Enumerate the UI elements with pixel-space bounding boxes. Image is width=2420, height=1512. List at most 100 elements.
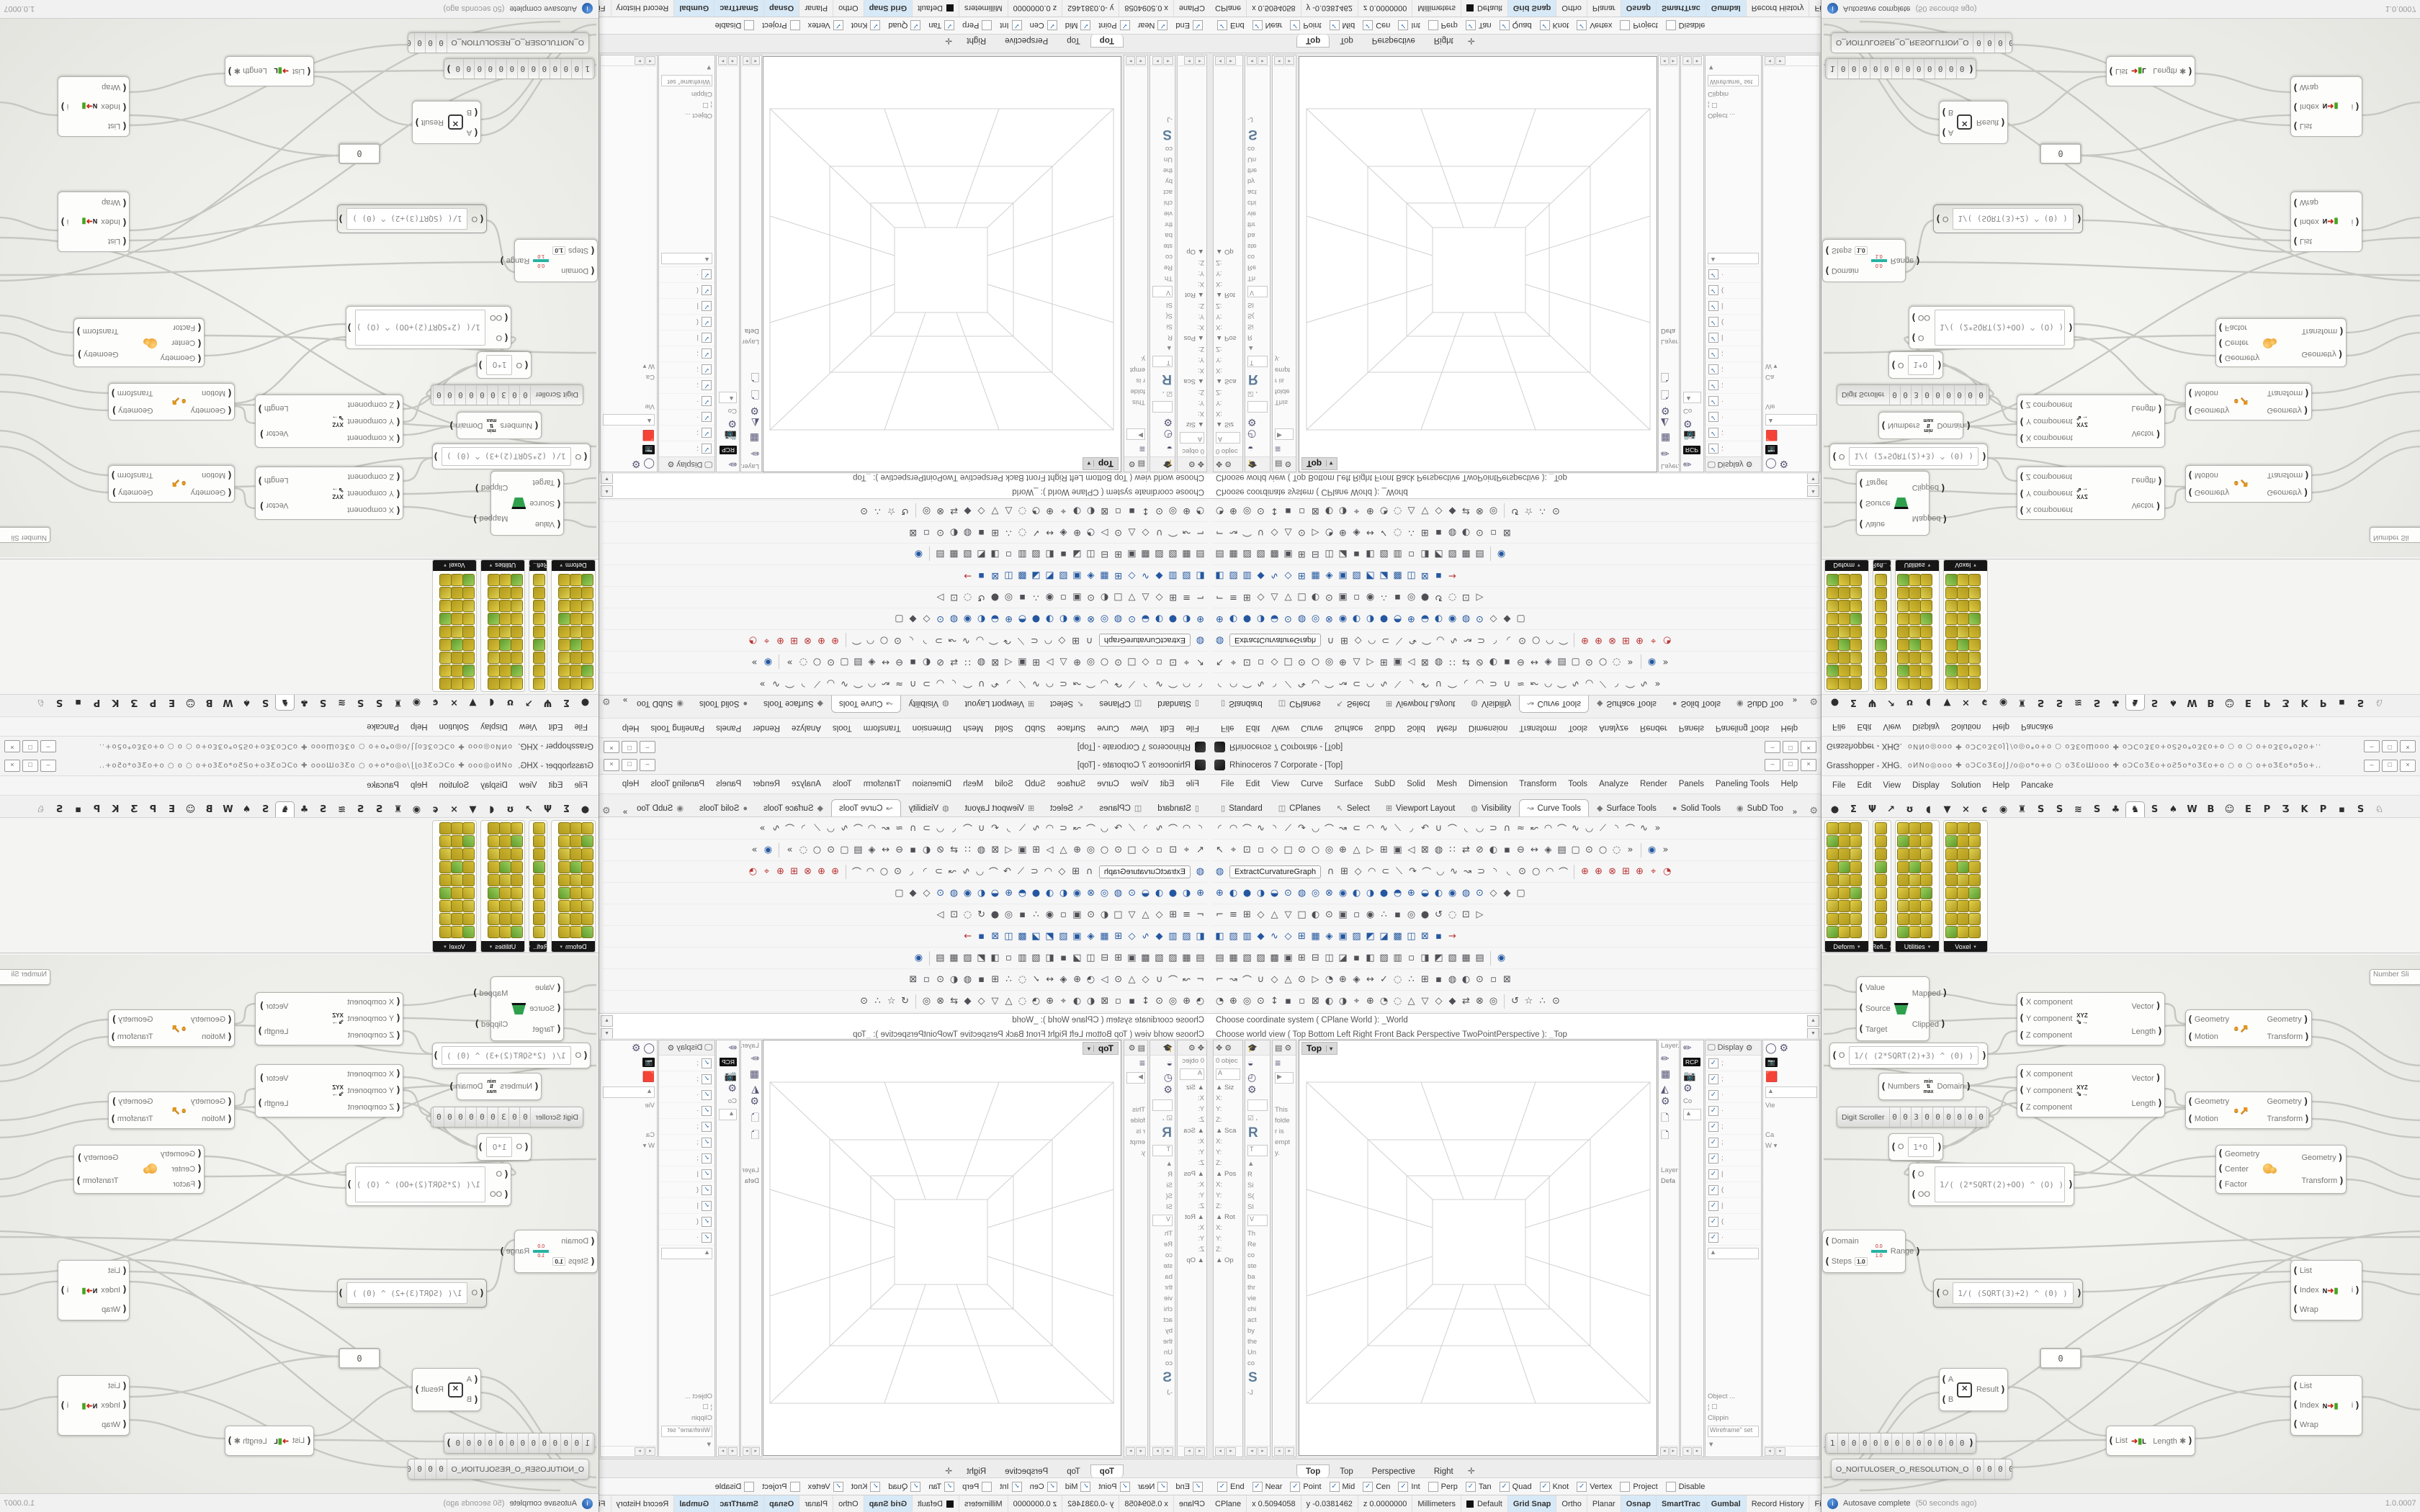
- display-panel-column[interactable]: 🖵 Display ⚙ ✓; ✓; ✓ · ✓ · ✓; ✓; ✓; ✓ | ✓(✓ | ✓(✓ · ▲ Object…: [1705, 1040, 1762, 1457]
- scroller-digit[interactable]: 0: [1859, 59, 1870, 78]
- output-port[interactable]: Transform): [76, 326, 119, 337]
- tool-icon[interactable]: ▤: [1475, 953, 1484, 963]
- input-port[interactable]: (Geometry: [191, 405, 233, 416]
- tool-icon[interactable]: ▫: [923, 974, 930, 985]
- gh-node-expression-mini[interactable]: (O 1*O): [1888, 1133, 1943, 1161]
- tool-icon[interactable]: ∿: [1257, 678, 1265, 689]
- tool-icon[interactable]: ◐: [977, 888, 986, 899]
- camera-panel-column[interactable]: ✏ RCP 📷 ⚙ Co ▲ ◂ ▸: [1680, 55, 1704, 472]
- more-tools-chevron[interactable]: »: [751, 657, 758, 667]
- osnap-checkbox-checked[interactable]: ✓: [1119, 1482, 1130, 1492]
- osnap-checkbox-unchecked[interactable]: [789, 1482, 800, 1492]
- tool-icon[interactable]: ◟: [1507, 866, 1511, 877]
- tool-icon[interactable]: ◠: [867, 678, 877, 689]
- input-port[interactable]: (X component: [347, 1068, 401, 1079]
- component-icon[interactable]: [581, 861, 593, 873]
- input-port[interactable]: (Wrap: [2293, 82, 2319, 93]
- toolbar-tab-solid-tools[interactable]: ● Solid Tools: [691, 696, 756, 712]
- gh-category-tab-26[interactable]: P: [2319, 697, 2327, 708]
- display-option-row[interactable]: ✓ ·: [1706, 1230, 1761, 1246]
- display-panel-column[interactable]: 🖵 Display ⚙ ✓; ✓; ✓ · ✓ · ✓; ✓; ✓; ✓ | ✓(✓ | ✓(✓ · ▲ Object…: [658, 55, 715, 472]
- tool-icon[interactable]: ◉: [1647, 657, 1657, 667]
- tool-icon[interactable]: ▪: [1129, 505, 1135, 516]
- gh-category-tab-3[interactable]: ↗: [1887, 804, 1895, 815]
- tool-icon[interactable]: ⟍: [1018, 678, 1026, 689]
- input-port[interactable]: (Factor: [161, 322, 202, 333]
- scroll-up-icon[interactable]: ▲: [1807, 1015, 1819, 1027]
- osnap-toggle-perp[interactable]: Perp: [962, 1482, 992, 1492]
- tool-icon[interactable]: ◑: [1366, 888, 1375, 899]
- gh-category-tab-27[interactable]: ▪: [75, 804, 81, 815]
- gh-category-tab-9[interactable]: ◉: [1999, 697, 2008, 708]
- component-icon[interactable]: [558, 926, 570, 938]
- tool-icon[interactable]: ▪: [1019, 909, 1026, 920]
- tool-icon[interactable]: ◌: [1393, 974, 1402, 985]
- gh-node-construct-domain[interactable]: (Numbers min ⇅ max Domain): [1878, 412, 1971, 439]
- layers-panel-scrollbar[interactable]: ◂ ▸: [1659, 1446, 1678, 1456]
- component-icon[interactable]: [439, 835, 452, 847]
- gh-node-move-2[interactable]: (Geometry(Motion ∘↗ Geometry) Transform): [2185, 383, 2312, 420]
- component-icon[interactable]: [1850, 665, 1862, 677]
- gh-node-expression-3[interactable]: (O 1/( (SQRT(3)+2) ^ (0) )): [337, 1279, 487, 1308]
- tool-icon[interactable]: ◎: [1086, 845, 1095, 855]
- status-item-planar[interactable]: Planar: [1587, 0, 1621, 17]
- grasshopper-canvas[interactable]: Number Sli(Value(Source(Target Mapped) Cli…: [1821, 955, 2420, 1493]
- component-icon[interactable]: [1875, 600, 1887, 612]
- tool-icon[interactable]: ⊙: [1284, 888, 1292, 899]
- palette-group-label[interactable]: Deform ▾: [1825, 560, 1868, 571]
- tool-icon[interactable]: ◧: [1045, 953, 1054, 963]
- tool-icon[interactable]: ⌖: [1183, 657, 1190, 667]
- tool-icon[interactable]: ⊙: [1298, 527, 1306, 538]
- tool-icon[interactable]: ⊞: [1380, 845, 1388, 855]
- toolbar-tab-visibility[interactable]: ◍ Visibility: [901, 799, 957, 816]
- tool-icon[interactable]: ↖: [1216, 845, 1224, 855]
- checkbox-checked-icon[interactable]: ✓: [702, 396, 712, 407]
- gh-node-digit-scroller-resolution[interactable]: O_NOITULOSER_O_RESOLUTION_O0000000030): [1831, 1459, 2012, 1480]
- viewport-tab-perspective-2[interactable]: Perspective: [1005, 1467, 1049, 1476]
- component-icon[interactable]: [1827, 639, 1839, 651]
- tool-icon[interactable]: ↝: [1464, 635, 1472, 646]
- tool-icon[interactable]: ▧: [1168, 549, 1178, 559]
- tool-icon[interactable]: □: [1283, 845, 1293, 855]
- scroller-digit[interactable]: 0: [436, 1459, 447, 1479]
- tool-icon[interactable]: ▪: [1435, 570, 1442, 581]
- input-port[interactable]: (O: [1911, 1169, 1930, 1180]
- tool-icon[interactable]: ▣: [1127, 549, 1137, 559]
- tool-icon[interactable]: ⌒: [1422, 634, 1432, 644]
- component-icon[interactable]: [1850, 861, 1862, 873]
- folder-panel-scrollbar[interactable]: ◂ ▸: [1273, 56, 1295, 66]
- osnap-checkbox-checked[interactable]: ✓: [1011, 1482, 1022, 1492]
- tool-icon[interactable]: ○: [1311, 657, 1320, 667]
- tool-icon[interactable]: ⊞: [1169, 909, 1177, 920]
- tool-icon[interactable]: ⇄: [950, 657, 958, 667]
- tool-icon[interactable]: ◇: [1128, 931, 1136, 942]
- input-port[interactable]: (Motion: [2187, 470, 2229, 481]
- tool-icon[interactable]: ⌒: [851, 634, 861, 644]
- tool-icon[interactable]: ◐: [1182, 613, 1191, 624]
- display-option-row[interactable]: ✓;: [1706, 1071, 1761, 1087]
- scroller-digit[interactable]: 0: [1932, 1107, 1943, 1127]
- component-icon[interactable]: [533, 874, 545, 886]
- tool-icon[interactable]: ⊙: [1552, 996, 1560, 1007]
- component-icon[interactable]: [533, 848, 545, 860]
- menu-item-solid[interactable]: Solid: [1407, 780, 1425, 788]
- gh-category-tab-27[interactable]: ▪: [75, 697, 81, 708]
- input-port[interactable]: (X component: [2019, 505, 2073, 516]
- tool-icon[interactable]: ⊕: [1407, 888, 1415, 899]
- tool-icon[interactable]: ≈: [895, 823, 903, 834]
- tool-icon[interactable]: ≈: [1517, 823, 1525, 834]
- tool-icon[interactable]: ◐: [1325, 505, 1334, 516]
- menu-item-paneling-tools[interactable]: Paneling Tools: [650, 724, 705, 732]
- tool-icon[interactable]: ▢: [1516, 888, 1525, 899]
- component-icon[interactable]: [499, 665, 511, 677]
- gh-category-tab-1[interactable]: Σ: [563, 697, 570, 708]
- tool-icon[interactable]: ∪: [1435, 823, 1443, 834]
- tool-icon[interactable]: ⊙: [1518, 635, 1527, 646]
- tool-icon[interactable]: ◠: [1182, 678, 1191, 689]
- scroll-up-box[interactable]: ▲: [1708, 1248, 1759, 1259]
- input-port[interactable]: (O: [472, 214, 485, 225]
- tool-icon[interactable]: ⊕: [1073, 974, 1081, 985]
- input-port[interactable]: (Y component: [347, 488, 401, 499]
- menu-item-surface[interactable]: Surface: [1334, 780, 1363, 788]
